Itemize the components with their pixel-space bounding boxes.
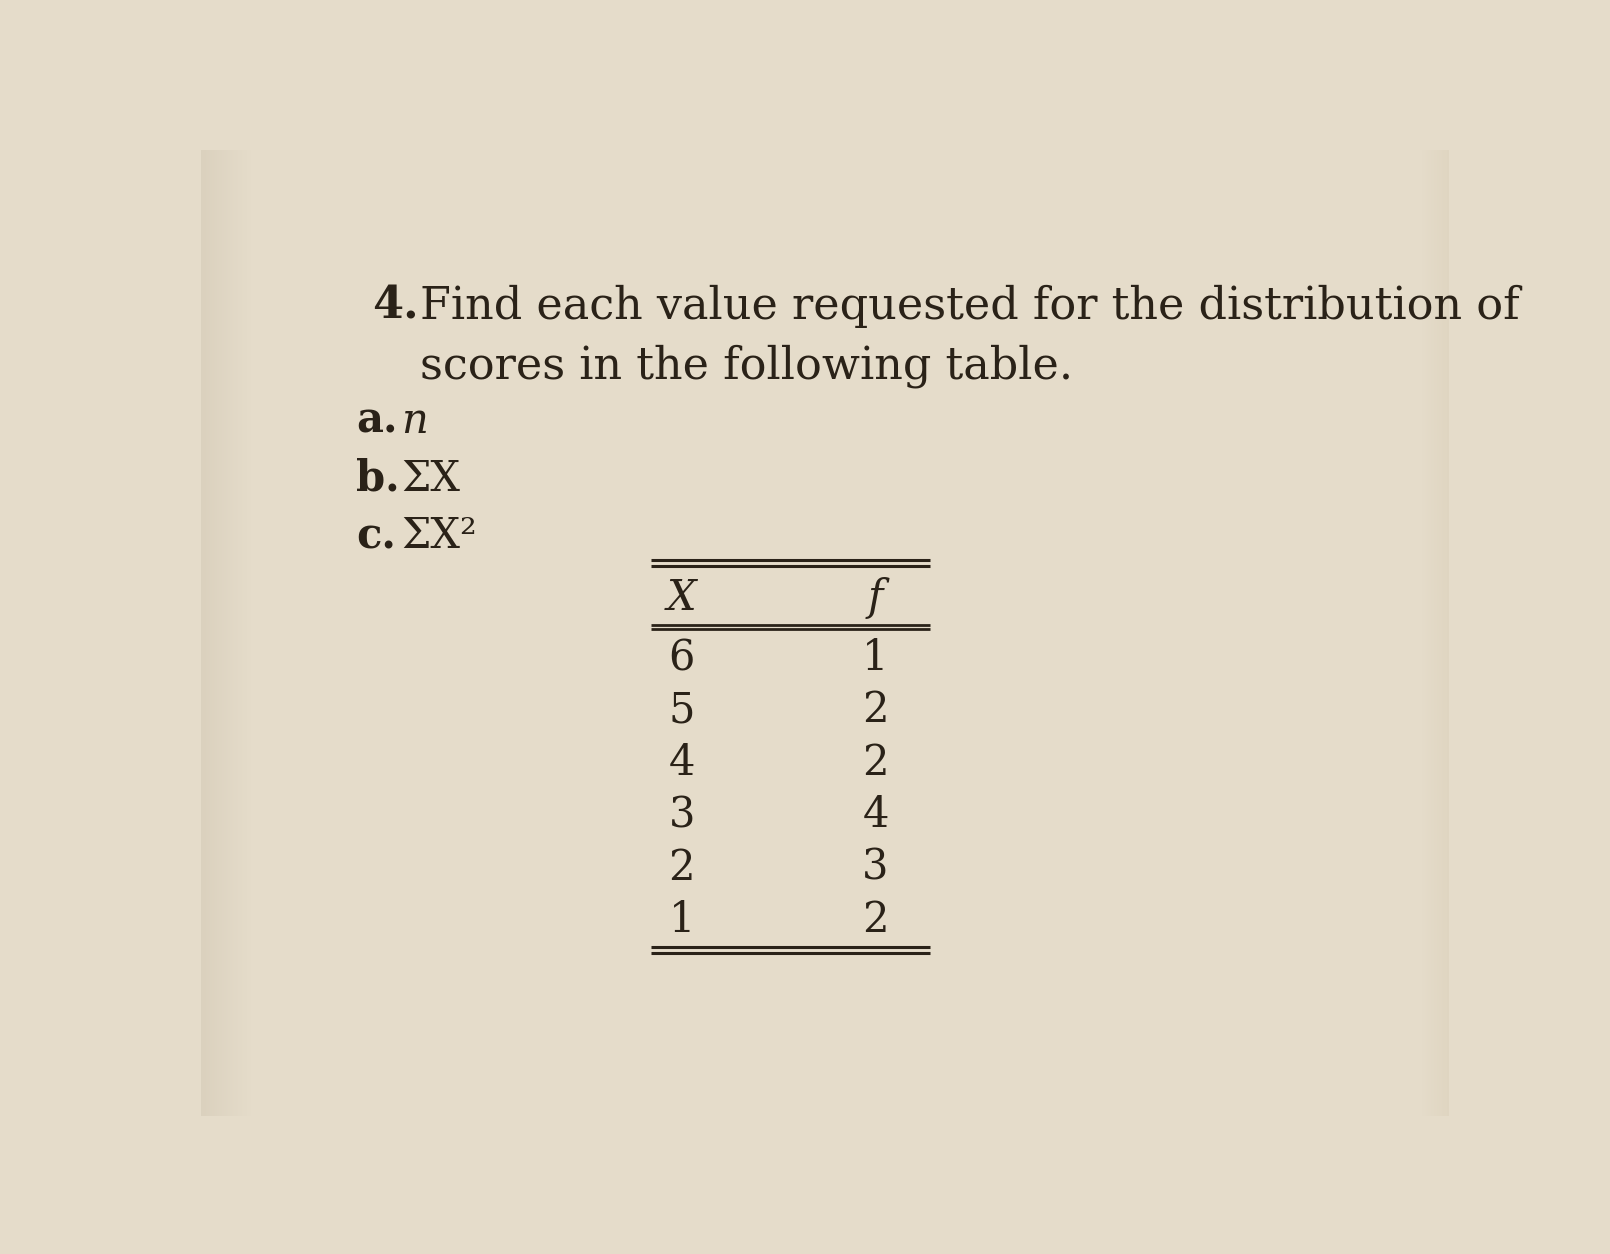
Text: 1: 1	[863, 637, 889, 680]
Text: ΣX: ΣX	[401, 458, 460, 499]
Text: 2: 2	[863, 690, 889, 731]
Text: c.: c.	[356, 515, 396, 558]
Text: 4: 4	[863, 794, 889, 836]
Text: 3: 3	[668, 794, 696, 836]
Text: f: f	[868, 577, 884, 619]
Text: 2: 2	[668, 846, 696, 889]
Text: ΣX²: ΣX²	[401, 515, 477, 558]
Text: 6: 6	[668, 637, 696, 680]
Text: 4.: 4.	[372, 285, 419, 327]
Text: 5: 5	[668, 690, 696, 731]
Text: a.: a.	[356, 400, 398, 441]
Text: b.: b.	[356, 458, 399, 499]
Text: X: X	[667, 577, 697, 619]
Text: Find each value requested for the distribution of: Find each value requested for the distri…	[420, 285, 1520, 327]
Text: n: n	[401, 400, 428, 441]
Text: 3: 3	[863, 846, 889, 889]
Text: scores in the following table.: scores in the following table.	[420, 345, 1072, 389]
Text: 2: 2	[863, 742, 889, 784]
Text: 1: 1	[668, 899, 696, 940]
Text: 4: 4	[668, 742, 696, 784]
Text: 2: 2	[863, 899, 889, 940]
